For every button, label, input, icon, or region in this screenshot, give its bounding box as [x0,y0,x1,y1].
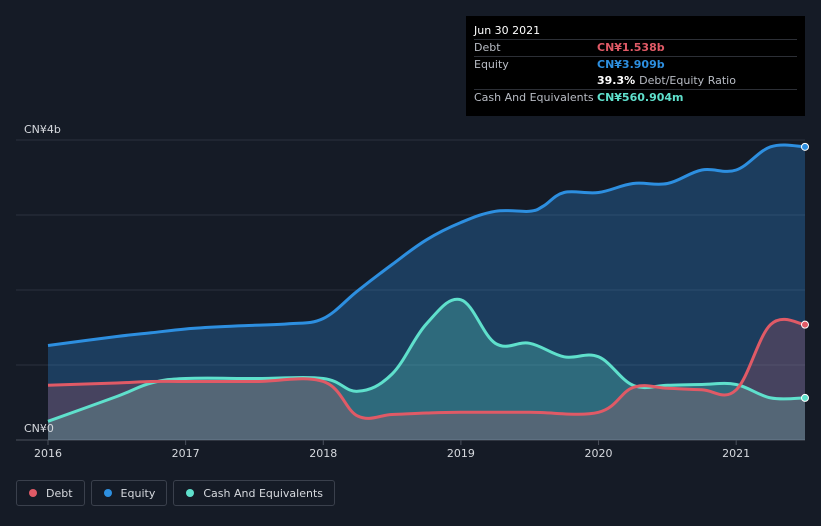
tooltip-row-debt: Debt CN¥1.538b [474,39,797,56]
legend-item-equity[interactable]: Equity [90,480,168,506]
equity-area [48,144,805,440]
tooltip-row-cash: Cash And Equivalents CN¥560.904m [474,89,797,106]
tooltip-ratio-label: Debt/Equity Ratio [639,74,736,87]
equity-line [47,143,806,347]
legend-label-equity: Equity [120,486,156,500]
cash-and-equivalents-end-point [801,393,809,402]
cash-dot-icon [186,489,195,497]
tooltip-ratio-value: 39.3% [597,74,636,87]
chart-legend: Debt Equity Cash And Equivalents [16,480,335,506]
x-tick-label: 2016 [34,447,62,460]
y-axis-top-label: CN¥4b [24,123,61,136]
tooltip-debt-label: Debt [474,41,501,54]
debt-dot-icon [29,489,37,497]
series-lines [47,143,806,423]
legend-item-debt[interactable]: Debt [16,480,85,506]
cash-and-equivalents-line [47,297,806,423]
legend-label-cash: Cash And Equivalents [203,486,323,500]
tooltip-row-equity: Equity CN¥3.909b [474,56,797,73]
tooltip-date: Jun 30 2021 [474,24,541,37]
debt-line [47,317,806,420]
series-end-markers [801,142,809,402]
chart-grid [16,139,805,441]
x-tick-label: 2020 [585,447,613,460]
cash-and-equivalents-area [48,299,805,440]
x-tick-label: 2021 [722,447,750,460]
x-axis: 2016 2017 2018 2019 2020 2021 [34,440,750,460]
data-tooltip: Jun 30 2021 Debt CN¥1.538b Equity CN¥3.9… [466,16,805,116]
equity-end-point [801,142,809,151]
tooltip-cash-value: CN¥560.904m [597,91,684,104]
tooltip-cash-label: Cash And Equivalents [474,91,594,104]
y-axis-bottom-label: CN¥0 [24,422,54,435]
legend-item-cash[interactable]: Cash And Equivalents [173,480,335,506]
debt-area [48,319,805,440]
tooltip-equity-label: Equity [474,58,509,71]
tooltip-debt-value: CN¥1.538b [597,41,665,54]
x-tick-label: 2018 [309,447,337,460]
tooltip-equity-value: CN¥3.909b [597,58,665,71]
equity-dot-icon [103,489,112,497]
legend-label-debt: Debt [46,486,73,500]
x-tick-label: 2019 [447,447,475,460]
debt-end-point [801,320,809,329]
series-areas [48,144,805,440]
x-tick-label: 2017 [172,447,200,460]
tooltip-row-ratio: 39.3% Debt/Equity Ratio [474,73,797,89]
